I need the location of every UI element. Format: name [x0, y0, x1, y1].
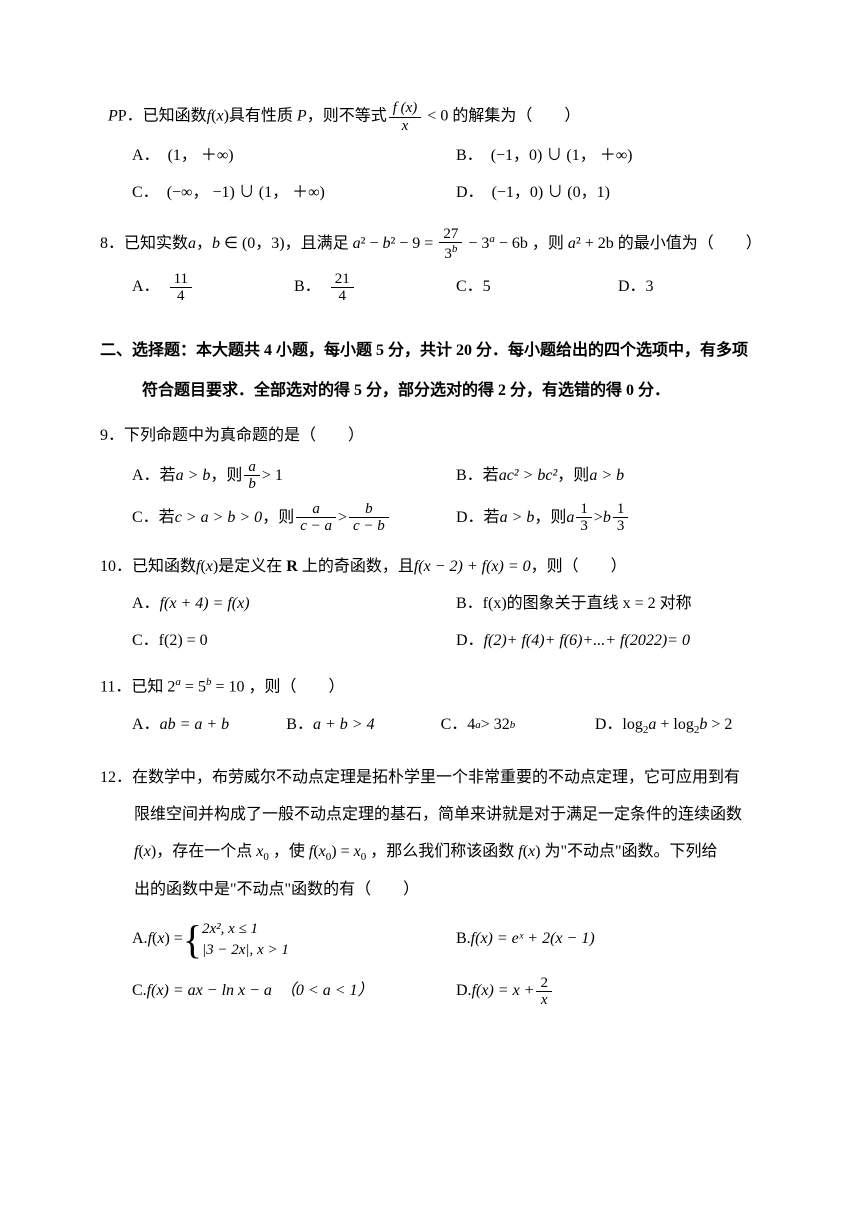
q9-optD-then: 则: [550, 504, 566, 533]
q8-optC: C．5: [456, 273, 491, 302]
q10-pre: 10．已知函数: [100, 558, 196, 575]
q11-optC: C．: [441, 711, 468, 740]
q12-optB-val: f(x) = eˣ + 2(x − 1): [471, 925, 595, 954]
q7-optA-label: A．: [132, 142, 160, 171]
q12-l2: 限维空间并构成了一般不动点定理的基石，简单来讲就是对于满足一定条件的连续函数: [134, 806, 742, 823]
q10-R: R: [286, 558, 298, 575]
q12-l3d: 为"不动点"函数。下列给: [544, 843, 717, 860]
q10-end: ，则（ ）: [531, 558, 627, 575]
q12-optA: A.: [132, 925, 148, 954]
q9-optC-f1d: c − a: [296, 518, 336, 535]
q7-optB-label: B．: [456, 142, 483, 171]
q9-optC-f1n: a: [296, 501, 336, 519]
q9-optA-cond: a > b: [176, 462, 211, 491]
q12-optC: C.: [132, 977, 147, 1006]
q12-optD-num: 2: [536, 975, 552, 993]
q10-optD-val: f(2)+ f(4)+ f(6)+...+ f(2022)= 0: [484, 627, 690, 656]
q10-eq: f(x − 2) + f(x) = 0: [414, 558, 531, 575]
question-10: 10．已知函数f(x)是定义在 R 上的奇函数，且f(x − 2) + f(x)…: [100, 553, 780, 655]
q9-optC-then: 则: [278, 504, 294, 533]
q7-optD-label: D．: [456, 179, 484, 208]
q12-l1: 12．在数学中，布劳威尔不动点定理是拓朴学里一个非常重要的不动点定理，它可应用到…: [100, 764, 740, 793]
q10-mid2: 上的奇函数，且: [302, 558, 414, 575]
q12-optB: B.: [456, 925, 471, 954]
q9-optC-cond: c > a > b > 0: [175, 504, 263, 533]
q11-optB: B．: [286, 711, 313, 740]
q11-eq: = 10: [215, 679, 244, 696]
q9-optA-fd: b: [244, 476, 260, 493]
q12-optD: D.: [456, 977, 472, 1006]
q12-optA-l2: |3 − 2x|, x > 1: [202, 942, 289, 958]
q7-optA-val: (1， ＋∞): [168, 142, 234, 171]
q10-optC: C．f(2) = 0: [132, 627, 208, 656]
q9-optA-then: 则: [226, 462, 242, 491]
q11-optA-val: ab = a + b: [160, 711, 230, 740]
q8-optA-label: A．: [132, 273, 160, 302]
q11-optB-val: a + b > 4: [313, 711, 375, 740]
q8-eqfnum: 27: [439, 226, 462, 244]
q12-l3b: ，使: [273, 843, 305, 860]
q10-mid: 是定义在: [218, 558, 282, 575]
q8-question: + 2b 的最小值为（ ）: [585, 235, 762, 252]
q12-optA-l1: 2x², x ≤ 1: [202, 921, 258, 937]
q8-optA-den: 4: [170, 288, 192, 305]
q9-optA: A．若: [132, 462, 176, 491]
q12-optD-pre: f(x) = x +: [472, 977, 535, 1006]
q10-optA-val: f(x + 4) = f(x): [160, 590, 250, 619]
q7-fden: x: [389, 118, 422, 135]
q12-optC-val: f(x) = ax − ln x − a （0 < a < 1）: [147, 977, 374, 1006]
q9-optB: B．若: [456, 462, 499, 491]
q9-optB-then: 则: [573, 462, 589, 491]
q8-optB-label: B．: [294, 273, 321, 302]
question-9: 9．下列命题中为真命题的是（ ） A．若 a > b ，则 ab > 1 B．若…: [100, 422, 780, 535]
q9-optD-cond: a > b: [500, 504, 535, 533]
q7-fnum: f (x): [389, 100, 422, 118]
q8-eqleft: − 9 =: [399, 235, 433, 252]
q9-optB-cond: ac² > bc²: [499, 462, 558, 491]
q8-optB-num: 21: [331, 271, 354, 289]
q9-optC-f2d: c − b: [349, 518, 389, 535]
q9-optA-fn: a: [244, 459, 260, 477]
q11-pre: 11．已知: [100, 679, 163, 696]
question-11: 11．已知 2a = 5b = 10 ，则（ ） A．ab = a + b B．…: [100, 673, 780, 740]
label-P: P: [108, 108, 118, 125]
q9-optB-end: a > b: [589, 462, 624, 491]
q10-optB: B．f(x)的图象关于直线 x = 2 对称: [456, 590, 692, 619]
q10-optD: D．: [456, 627, 484, 656]
q8-prefix: 8．已知实数: [100, 235, 188, 252]
q8-eqfden: 3: [444, 246, 452, 262]
q8-optA-num: 11: [170, 271, 192, 289]
q7-suffix: < 0 的解集为（ ）: [423, 108, 580, 125]
q12-l4: 出的函数中是"不动点"函数的有（ ）: [134, 881, 419, 898]
q9-optC: C．若: [132, 504, 175, 533]
q12-l3c: ，那么我们称该函数: [370, 843, 514, 860]
question-7-continuation: PP．已知函数f(x)具有性质 P，则不等式f (x)x < 0 的解集为（ ）…: [100, 100, 780, 208]
q9-optA-end: > 1: [262, 462, 283, 491]
q9-optC-f2n: b: [349, 501, 389, 519]
q7-optC-val: (−∞， −1) ∪ (1， ＋∞): [167, 179, 325, 208]
q8-range: ∈ (0，3)，且满足: [224, 235, 349, 252]
q8-optB-den: 4: [331, 288, 354, 305]
q7-mid2: ，则不等式: [307, 108, 387, 125]
question-12: 12．在数学中，布劳威尔不动点定理是拓朴学里一个非常重要的不动点定理，它可应用到…: [100, 764, 780, 1008]
q11-end: ，则（ ）: [248, 679, 344, 696]
section2-sub: 符合题目要求．全部选对的得 5 分，部分选对的得 2 分，有选错的得 0 分．: [100, 377, 780, 406]
q7-prefix: P．已知函数: [118, 108, 207, 125]
q11-optA: A．: [132, 711, 160, 740]
q12-l3a: ，存在一个点: [156, 843, 252, 860]
question-8: 8．已知实数a，b ∈ (0，3)，且满足 a² − b² − 9 = 273b…: [100, 226, 780, 305]
q11-optD: D．: [595, 716, 623, 733]
q8-suffix: ，则: [532, 235, 564, 252]
q7-optD-val: (−1，0) ∪ (0，1): [492, 179, 610, 208]
q7-mid: 具有性质: [229, 108, 293, 125]
q8-eqright: − 6b: [499, 235, 528, 252]
q7-optC-label: C．: [132, 179, 159, 208]
q12-optD-den: x: [536, 992, 552, 1009]
q7-optB-val: (−1，0) ∪ (1， ＋∞): [491, 142, 633, 171]
q9-stem: 9．下列命题中为真命题的是（ ）: [100, 422, 364, 451]
q9-optD: D．若: [456, 504, 500, 533]
q10-optA: A．: [132, 590, 160, 619]
q8-optD: D．3: [618, 273, 654, 302]
section2-title: 二、选择题：本大题共 4 小题，每小题 5 分，共计 20 分．每小题给出的四个…: [100, 337, 780, 366]
